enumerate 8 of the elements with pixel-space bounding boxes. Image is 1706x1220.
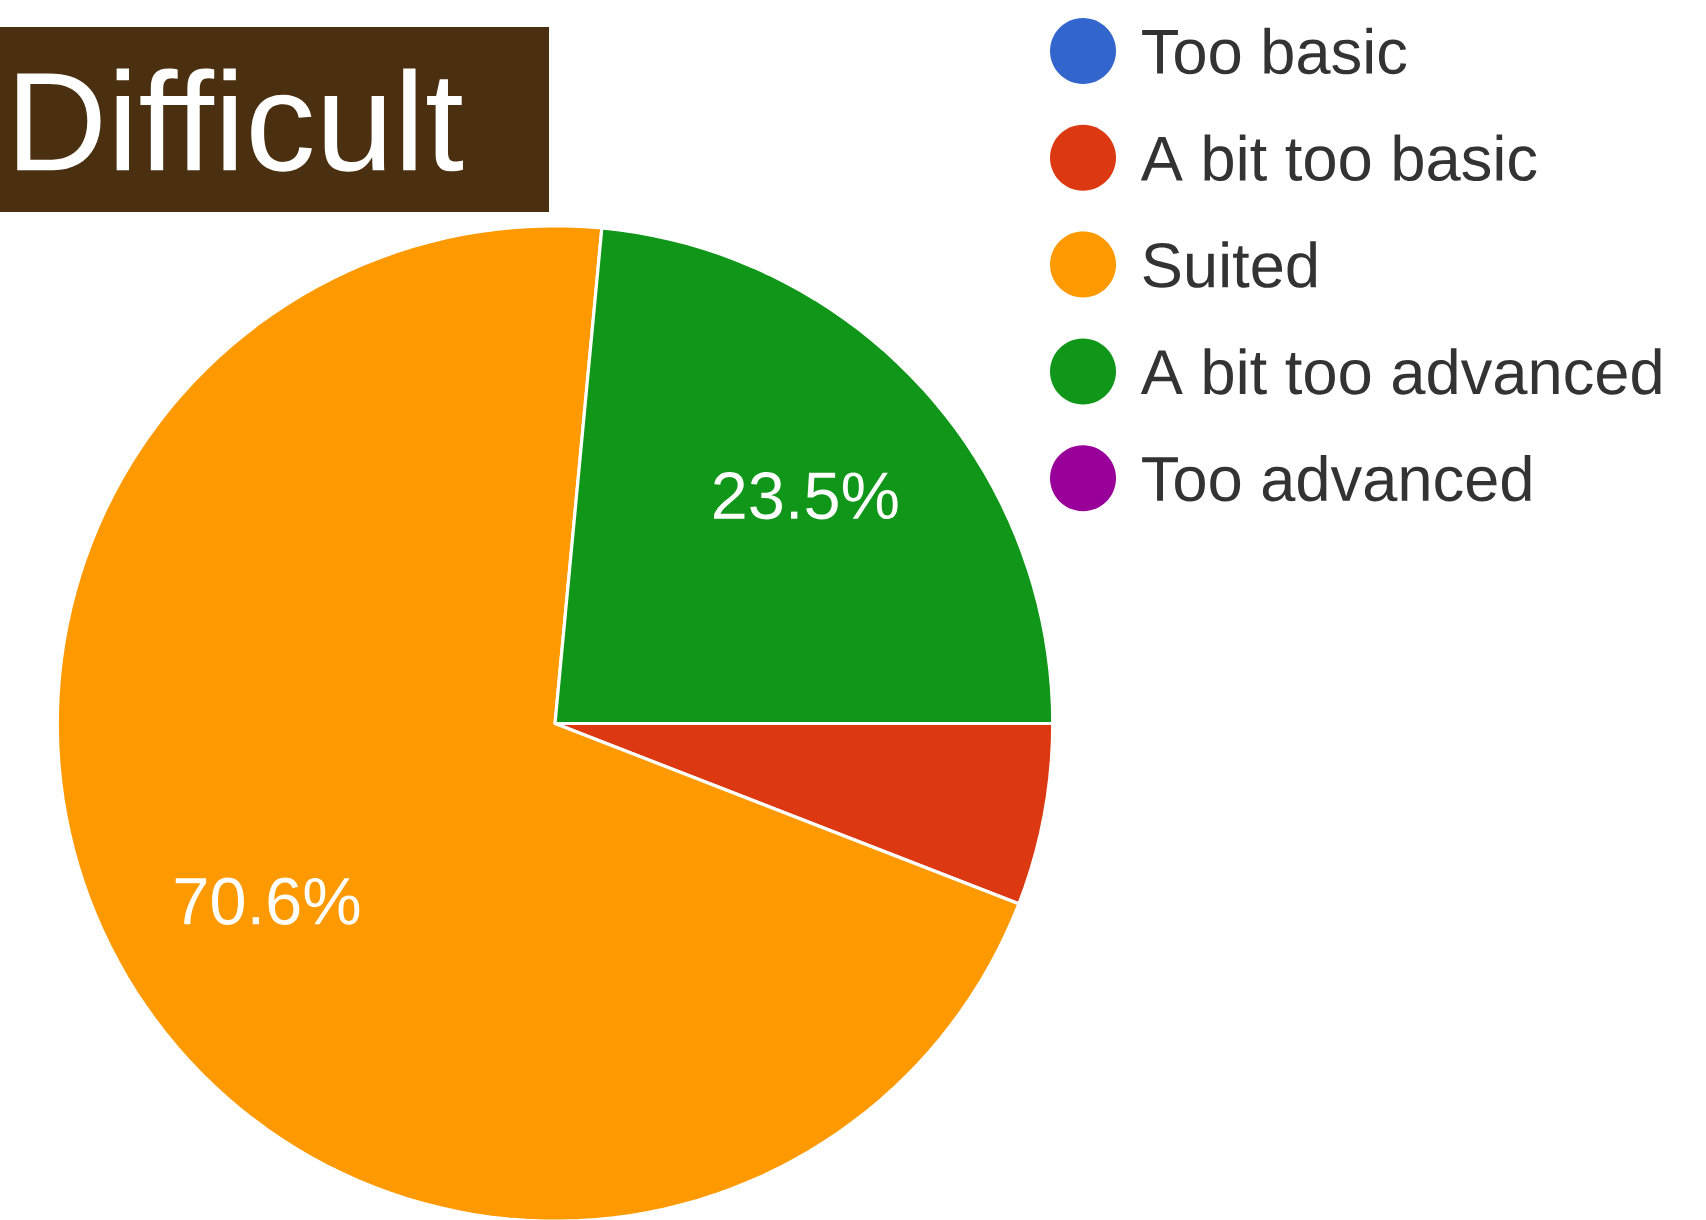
legend-label: A bit too basic [1140, 134, 1537, 182]
legend-label: Too basic [1142, 27, 1407, 75]
legend-label: A bit too advanced [1140, 348, 1661, 395]
data-label: 23.5% [714, 472, 898, 520]
chart-title: Difficult [17, 68, 463, 172]
legend-label: Too advanced [1142, 454, 1531, 502]
legend-label: Suited [1143, 241, 1316, 288]
data-label: 70.6% [175, 877, 360, 925]
